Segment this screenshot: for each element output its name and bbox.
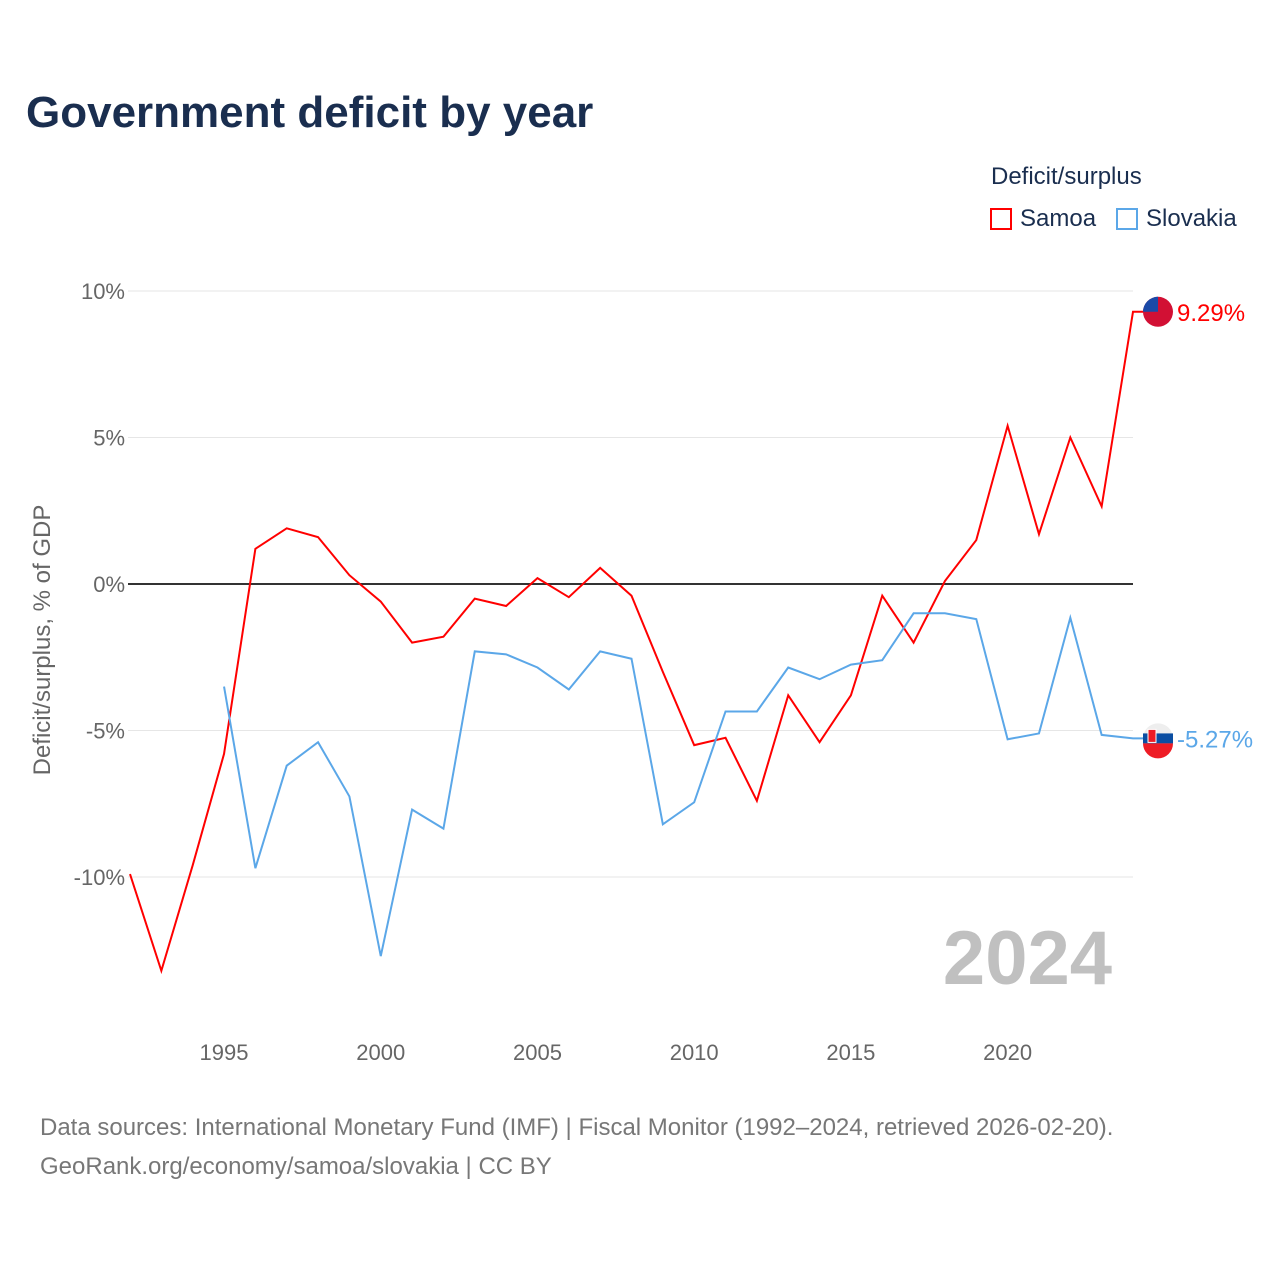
source-note: Data sources: International Monetary Fun… [40, 1108, 1113, 1186]
y-tick-label: -5% [86, 719, 125, 744]
x-tick-label: 2015 [826, 1040, 875, 1065]
legend-item-slovakia[interactable]: Slovakia [1116, 205, 1237, 233]
x-tick-label: 2020 [983, 1040, 1032, 1065]
end-value-label: 9.29% [1177, 300, 1245, 327]
legend-label: Slovakia [1146, 205, 1237, 232]
source-link[interactable]: GeoRank.org/economy/samoa/slovakia | CC … [40, 1153, 552, 1180]
x-tick-label: 2010 [670, 1040, 719, 1065]
x-tick-label: 2000 [356, 1040, 405, 1065]
flag-canton [1143, 296, 1158, 312]
flag-shield [1147, 728, 1157, 743]
legend-label: Samoa [1020, 205, 1097, 232]
flag-red [1143, 743, 1174, 759]
year-annotation: 2024 [943, 916, 1112, 1001]
y-axis-label: Deficit/surplus, % of GDP [29, 505, 56, 776]
flag-icon-samoa [1143, 296, 1173, 327]
x-tick-label: 1995 [200, 1040, 249, 1065]
chart-title: Government deficit by year [26, 88, 594, 137]
flag-icon-slovakia [1143, 723, 1174, 759]
y-tick-label: 0% [93, 572, 125, 597]
series-line-samoa [129, 310, 1145, 975]
series-line-slovakia [223, 612, 1145, 957]
y-tick-label: 10% [81, 279, 125, 304]
legend-swatch-slovakia [1116, 208, 1138, 230]
legend-item-samoa[interactable]: Samoa [990, 205, 1096, 233]
legend-swatch-samoa [990, 208, 1012, 230]
source-line: Data sources: International Monetary Fun… [40, 1114, 1114, 1141]
flag-blue [1143, 733, 1173, 744]
y-tick-label: -10% [74, 865, 125, 890]
legend-title: Deficit/surplus [991, 163, 1142, 190]
y-tick-label: 5% [93, 426, 125, 451]
end-value-label: -5.27% [1177, 726, 1253, 753]
x-tick-label: 2005 [513, 1040, 562, 1065]
